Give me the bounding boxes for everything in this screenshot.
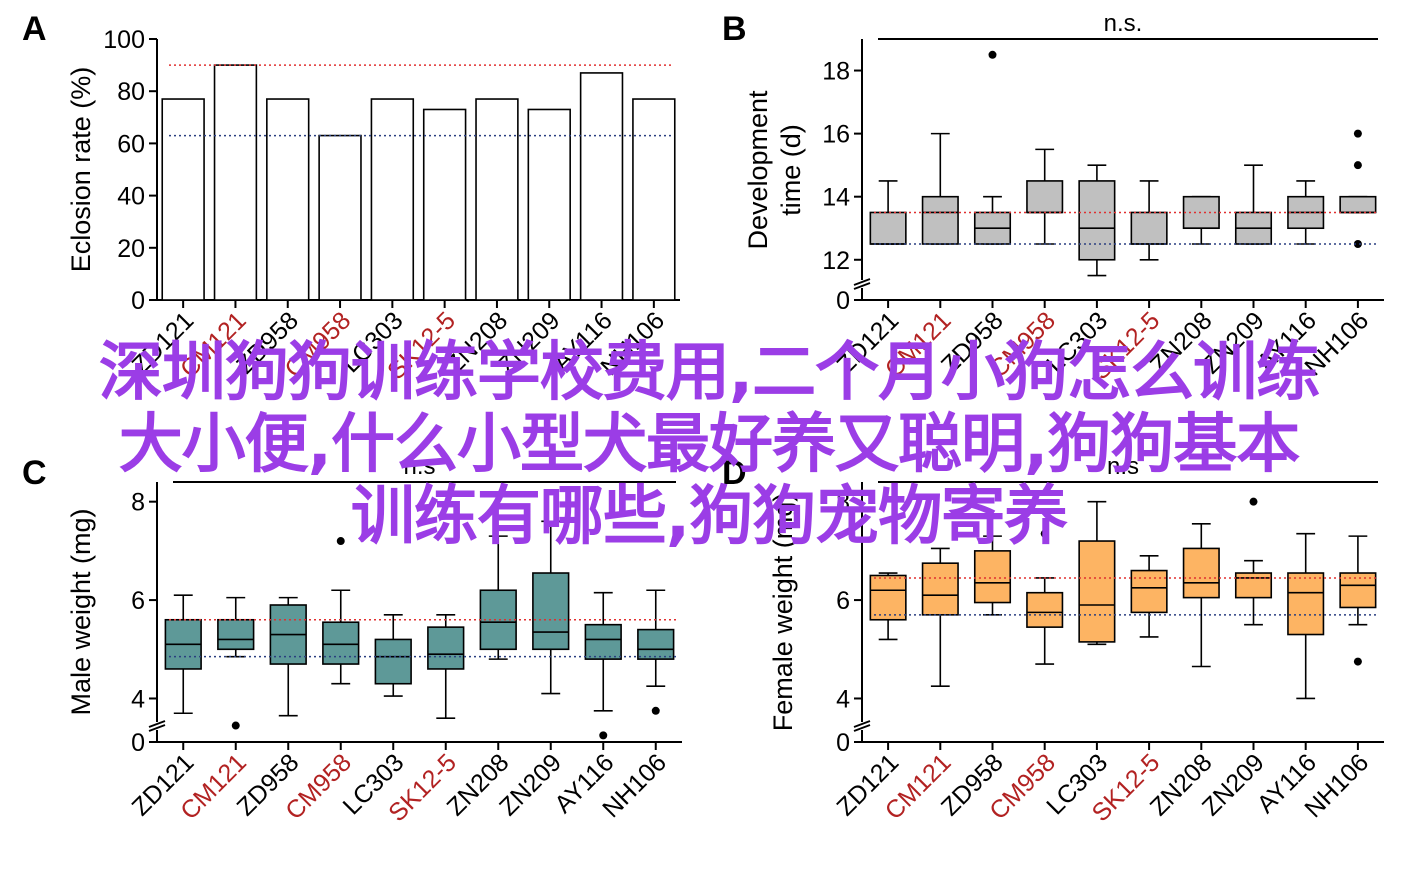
bar: [267, 99, 309, 300]
box: [1131, 571, 1166, 613]
y-tick-label: 6: [131, 587, 145, 615]
outlier-point: [1354, 161, 1362, 169]
box: [870, 575, 905, 619]
bar: [319, 136, 361, 300]
y-tick-label: 20: [117, 235, 145, 263]
y-tick-label: 14: [822, 184, 850, 212]
box: [870, 212, 905, 244]
panel-letter-b: B: [722, 10, 747, 48]
y-tick-label: 100: [103, 26, 145, 54]
box: [1340, 197, 1375, 213]
y-axis-label-line1: Development: [743, 90, 773, 250]
bar: [424, 109, 466, 300]
y-tick-label: 80: [117, 78, 145, 106]
overlay-text-line3: 训练有哪些,狗狗宠物寄养: [0, 484, 1418, 550]
box: [375, 639, 411, 683]
significance-label: n.s.: [1104, 10, 1143, 37]
overlay-text-line2: 大小便,什么小型犬最好养又聪明,狗狗基本: [0, 412, 1418, 478]
box: [1027, 593, 1062, 627]
box: [1288, 573, 1323, 635]
outlier-point: [1354, 658, 1362, 666]
box: [1027, 181, 1062, 213]
y-tick-label: 12: [822, 247, 850, 275]
box: [428, 627, 464, 669]
y-tick-label-zero: 0: [131, 729, 145, 757]
bar: [476, 99, 518, 300]
box: [975, 551, 1010, 603]
box: [1079, 541, 1114, 642]
box: [1236, 573, 1271, 598]
box: [1131, 212, 1166, 244]
bar: [528, 109, 570, 300]
box: [585, 625, 621, 659]
y-tick-label: 60: [117, 130, 145, 158]
box: [638, 630, 674, 660]
box: [923, 197, 958, 244]
y-axis-label: Eclosion rate (%): [66, 67, 96, 273]
box: [533, 573, 569, 649]
y-tick-label: 18: [822, 58, 850, 86]
y-tick-label: 4: [131, 685, 145, 713]
box: [218, 620, 254, 650]
box: [1184, 197, 1219, 229]
box: [1184, 548, 1219, 597]
bar: [162, 99, 204, 300]
outlier-point: [599, 731, 607, 739]
y-tick-label: 40: [117, 183, 145, 211]
bar: [371, 99, 413, 300]
panel-letter-a: A: [22, 10, 47, 48]
y-tick-label: 4: [836, 685, 850, 713]
bar: [633, 99, 675, 300]
outlier-point: [652, 707, 660, 715]
y-tick-label: 0: [131, 287, 145, 315]
y-axis-label-line2: time (d): [776, 124, 806, 216]
bar: [215, 65, 257, 300]
overlay-text-line1: 深圳狗狗训练学校费用,二个月小狗怎么训练: [0, 340, 1418, 406]
box: [1079, 181, 1114, 260]
box: [323, 622, 359, 664]
y-tick-label: 16: [822, 121, 850, 149]
outlier-point: [232, 722, 240, 730]
bar: [581, 73, 623, 300]
y-tick-label: 6: [836, 587, 850, 615]
box: [923, 563, 958, 615]
outlier-point: [989, 51, 997, 59]
y-tick-label-zero: 0: [836, 287, 850, 315]
outlier-point: [1354, 130, 1362, 138]
y-tick-label-zero: 0: [836, 729, 850, 757]
